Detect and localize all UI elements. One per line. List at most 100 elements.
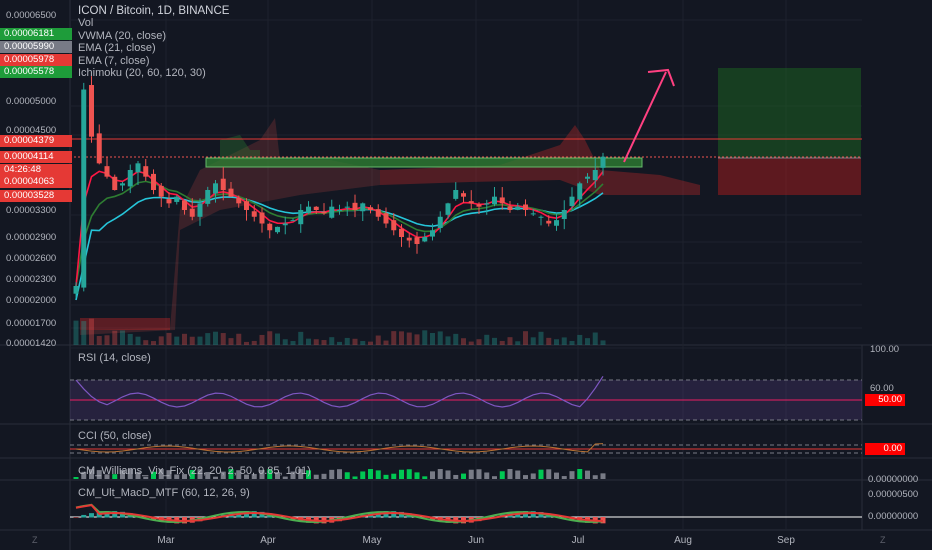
candle-body <box>414 237 420 244</box>
volume-bar <box>577 334 583 345</box>
candle-body <box>391 220 397 231</box>
cci-label[interactable]: CCI (50, close) <box>78 430 152 442</box>
macd-bar <box>104 511 110 518</box>
vix-bar <box>244 474 249 479</box>
vix-bar <box>189 469 195 479</box>
candle-body <box>546 220 552 224</box>
volume-bar <box>468 341 474 345</box>
volume-bar <box>523 331 528 345</box>
vix-bar <box>561 476 567 479</box>
volume-bar <box>538 331 544 345</box>
volume-bar <box>112 330 118 345</box>
candle-body <box>453 190 459 199</box>
volume-bar <box>213 331 218 345</box>
candle-body <box>143 166 149 177</box>
indicator-ema7[interactable]: EMA (7, close) <box>78 55 150 67</box>
vix-bar <box>600 473 606 479</box>
volume-bar <box>422 330 428 345</box>
volume-bar <box>151 341 156 345</box>
candle-body <box>174 196 180 202</box>
vix-bar <box>399 469 404 479</box>
candle-body <box>166 199 172 204</box>
vix-bar <box>375 470 381 479</box>
time-tick: Jul <box>571 535 585 546</box>
time-tick: Mar <box>157 535 175 546</box>
vix-fix-histogram <box>73 469 606 479</box>
price-badge: 0.00004379 <box>0 135 72 147</box>
volume-bar <box>554 339 559 345</box>
vix-axis-tick: 0.00000000 <box>868 474 919 485</box>
candle-body <box>515 206 521 210</box>
macd-line <box>75 503 604 523</box>
vix-bar <box>414 472 420 479</box>
volume-bars <box>73 318 606 345</box>
chart-title: ICON / Bitcoin, 1D, BINANCE <box>78 5 230 17</box>
candle-body <box>282 223 288 226</box>
candle-body <box>538 216 544 218</box>
macd-bar <box>73 517 79 518</box>
vix-bar <box>461 473 466 479</box>
volume-bar <box>445 336 451 345</box>
vix-bar <box>112 474 118 479</box>
candlesticks <box>73 76 606 298</box>
vix-bar <box>267 469 273 479</box>
volume-bar <box>236 333 242 345</box>
rsi-axis-tick: 60.00 <box>870 383 894 394</box>
rsi-label[interactable]: RSI (14, close) <box>78 352 151 364</box>
target-arrow[interactable] <box>623 71 667 163</box>
price-tick: 0.00005000 <box>6 96 57 107</box>
support-zone[interactable] <box>205 157 643 168</box>
candle-body <box>236 197 242 204</box>
vix-bar <box>251 473 257 479</box>
candle-body <box>592 170 598 181</box>
candle-body <box>251 211 257 217</box>
vix-bar <box>352 476 358 479</box>
candle-body <box>267 223 273 231</box>
price-badge: 0.00006181 <box>0 28 72 40</box>
vix-bar <box>453 474 459 479</box>
indicator-vol[interactable]: Vol <box>78 17 94 29</box>
volume-bar <box>561 337 567 345</box>
candle-body <box>329 206 335 218</box>
volume-bar <box>81 321 87 345</box>
vix-bar <box>329 469 335 479</box>
indicator-ema21[interactable]: EMA (21, close) <box>78 42 156 54</box>
volume-bar <box>220 333 226 345</box>
volume-bar <box>569 340 575 345</box>
long-position-stop-zone[interactable] <box>718 158 861 195</box>
candle-body <box>484 203 490 205</box>
volume-bar <box>313 339 319 345</box>
rsi-badge: 50.00 <box>865 394 905 406</box>
volume-bar <box>546 337 552 345</box>
zoom-reset-icon[interactable]: Z <box>32 535 38 545</box>
volume-bar <box>244 341 249 345</box>
long-position-profit-zone[interactable] <box>718 68 861 158</box>
vix-bar <box>445 470 451 479</box>
volume-bar <box>430 332 435 345</box>
indicator-ichimoku[interactable]: Ichimoku (20, 60, 120, 30) <box>78 67 206 79</box>
volume-bar <box>592 332 598 345</box>
candle-body <box>158 185 164 197</box>
vix-bar <box>360 471 366 479</box>
macd-label[interactable]: CM_Ult_MacD_MTF (60, 12, 26, 9) <box>78 487 250 499</box>
indicator-vwma[interactable]: VWMA (20, close) <box>78 30 167 42</box>
zoom-reset-icon[interactable]: Z <box>880 535 886 545</box>
price-badge: 0.00005578 <box>0 66 72 78</box>
macd-bar <box>523 511 528 518</box>
candle-body <box>104 166 110 177</box>
price-tick: 0.00002300 <box>6 274 57 285</box>
vix-bar <box>213 476 218 479</box>
vix-bar <box>205 472 211 479</box>
vix-bar <box>174 474 180 479</box>
vix-label[interactable]: CM_Williams_Vix_Fix (22, 20, 2, 50, 0.85… <box>78 465 311 477</box>
candle-body <box>445 203 451 215</box>
volume-bar <box>197 336 203 345</box>
vix-bar <box>569 471 575 479</box>
vix-bar <box>554 472 559 479</box>
candle-body <box>530 213 536 215</box>
vix-bar <box>337 469 342 479</box>
volume-bar <box>461 338 466 345</box>
volume-bar <box>399 331 404 345</box>
vix-bar <box>81 471 87 479</box>
